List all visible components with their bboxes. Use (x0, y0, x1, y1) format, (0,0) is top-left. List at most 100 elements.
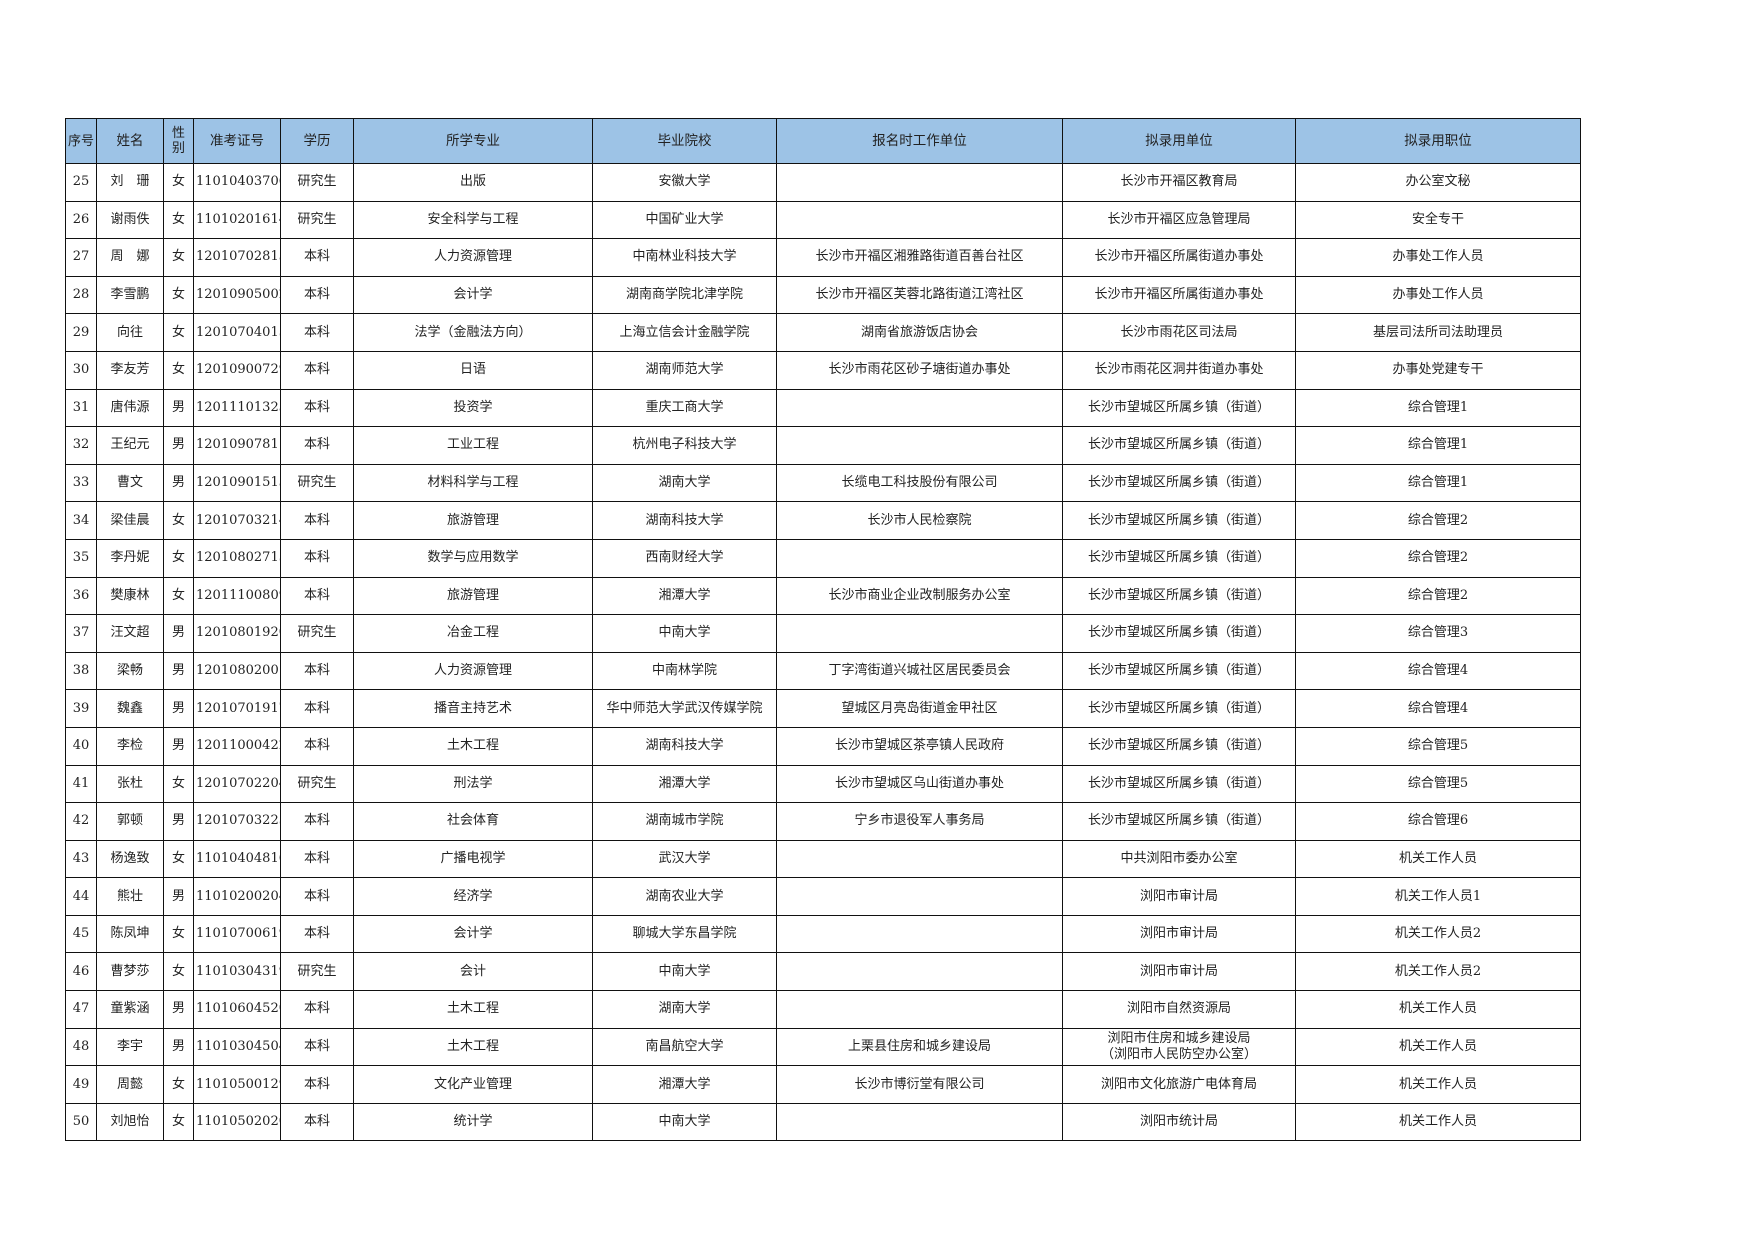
cell-education: 本科 (280, 914, 354, 954)
cell-name: 汪文超 (96, 614, 164, 653)
cell-school: 中国矿业大学 (592, 200, 777, 240)
cell-school: 湘潭大学 (592, 576, 777, 616)
cell-index: 27 (65, 238, 97, 277)
cell-index: 37 (65, 614, 97, 653)
cell-school: 上海立信会计金融学院 (592, 313, 777, 352)
cell-position: 综合管理2 (1295, 501, 1581, 540)
cell-index: 26 (65, 200, 97, 240)
cell-exam-id: 12010704015 (193, 313, 281, 352)
cell-education: 本科 (280, 726, 354, 766)
cell-education: 本科 (280, 1102, 354, 1142)
cell-name: 童紫涵 (96, 990, 164, 1029)
cell-name: 曹梦莎 (96, 952, 164, 992)
cell-index: 41 (65, 764, 97, 804)
cell-index: 38 (65, 651, 97, 691)
cell-previous-employer: 长缆电工科技股份有限公司 (776, 463, 1063, 503)
cell-index: 49 (65, 1065, 97, 1104)
cell-hiring-unit: 长沙市望城区所属乡镇（街道） (1062, 726, 1296, 766)
cell-name: 李检 (96, 726, 164, 766)
cell-major: 土木工程 (353, 1027, 593, 1067)
cell-education: 研究生 (280, 200, 354, 240)
cell-position: 机关工作人员2 (1295, 914, 1581, 954)
cell-position: 机关工作人员 (1295, 1027, 1581, 1067)
cell-exam-id: 12011100809 (193, 576, 281, 616)
cell-position: 办事处工作人员 (1295, 238, 1581, 277)
cell-gender: 女 (163, 501, 194, 540)
cell-gender: 女 (163, 313, 194, 352)
header-col-exam-id: 准考证号 (193, 118, 281, 164)
table-row: 32 王纪元男 12010907811 本科 工业工程 杭州电子科技大学 长沙市望城区所属乡… (65, 426, 1581, 465)
cell-previous-employer (776, 839, 1063, 879)
table-row: 49 周懿女 11010500129 本科 文化产业管理 湘潭大学 长沙市博衍堂有限公司 浏阳… (65, 1065, 1581, 1104)
cell-index: 47 (65, 990, 97, 1029)
cell-name: 张杜 (96, 764, 164, 804)
cell-school: 中南大学 (592, 1102, 777, 1142)
cell-exam-id: 12010801920 (193, 614, 281, 653)
cell-previous-employer (776, 952, 1063, 992)
cell-education: 本科 (280, 388, 354, 428)
cell-previous-employer: 长沙市望城区乌山街道办事处 (776, 764, 1063, 804)
header-col-school: 毕业院校 (592, 118, 777, 164)
cell-school: 武汉大学 (592, 839, 777, 879)
cell-school: 湖南城市学院 (592, 802, 777, 841)
cell-index: 45 (65, 914, 97, 954)
cell-index: 43 (65, 839, 97, 879)
cell-major: 会计学 (353, 275, 593, 315)
cell-major: 法学（金融法方向） (353, 313, 593, 352)
cell-major: 文化产业管理 (353, 1065, 593, 1104)
cell-gender: 女 (163, 839, 194, 879)
cell-school: 湖南商学院北津学院 (592, 275, 777, 315)
cell-major: 会计 (353, 952, 593, 992)
cell-school: 湖南科技大学 (592, 726, 777, 766)
cell-position: 综合管理2 (1295, 576, 1581, 616)
cell-name: 陈凤坤 (96, 914, 164, 954)
cell-index: 40 (65, 726, 97, 766)
cell-hiring-unit: 长沙市望城区所属乡镇（街道） (1062, 538, 1296, 578)
header-col-major: 所学专业 (353, 118, 593, 164)
cell-index: 36 (65, 576, 97, 616)
cell-major: 旅游管理 (353, 576, 593, 616)
cell-exam-id: 12010905002 (193, 275, 281, 315)
cell-exam-id: 12010703225 (193, 802, 281, 841)
cell-education: 本科 (280, 1027, 354, 1067)
header-col-previous-employer: 报名时工作单位 (776, 118, 1063, 164)
cell-major: 投资学 (353, 388, 593, 428)
cell-index: 34 (65, 501, 97, 540)
cell-hiring-unit: 长沙市望城区所属乡镇（街道） (1062, 802, 1296, 841)
cell-education: 研究生 (280, 614, 354, 653)
cell-gender: 男 (163, 990, 194, 1029)
cell-gender: 女 (163, 538, 194, 578)
cell-gender: 男 (163, 689, 194, 728)
cell-gender: 男 (163, 1027, 194, 1067)
cell-major: 数学与应用数学 (353, 538, 593, 578)
cell-gender: 男 (163, 463, 194, 503)
cell-hiring-unit: 长沙市开福区应急管理局 (1062, 200, 1296, 240)
table-row: 34 梁佳晨女 12010703214 本科 旅游管理 湖南科技大学 长沙市人民检察院 长沙市… (65, 501, 1581, 540)
cell-education: 本科 (280, 538, 354, 578)
cell-hiring-unit: 长沙市望城区所属乡镇（街道） (1062, 764, 1296, 804)
cell-gender: 女 (163, 952, 194, 992)
cell-education: 本科 (280, 275, 354, 315)
cell-index: 39 (65, 689, 97, 728)
cell-major: 冶金工程 (353, 614, 593, 653)
cell-index: 46 (65, 952, 97, 992)
cell-previous-employer: 长沙市雨花区砂子塘街道办事处 (776, 350, 1063, 390)
cell-major: 日语 (353, 350, 593, 390)
cell-education: 本科 (280, 839, 354, 879)
table-row: 26 谢雨佚女 11010201614 研究生 安全科学与工程 中国矿业大学 长沙市开福区应… (65, 200, 1581, 240)
cell-education: 本科 (280, 802, 354, 841)
cell-gender: 女 (163, 200, 194, 240)
cell-index: 25 (65, 163, 97, 202)
cell-index: 35 (65, 538, 97, 578)
cell-name: 周 娜 (96, 238, 164, 277)
cell-school: 湘潭大学 (592, 1065, 777, 1104)
table-row: 33 曹文男 12010901513 研究生 材料科学与工程 湖南大学 长缆电工科技股份有限… (65, 463, 1581, 503)
cell-exam-id: 12010702204 (193, 764, 281, 804)
cell-previous-employer (776, 200, 1063, 240)
cell-index: 31 (65, 388, 97, 428)
cell-hiring-unit: 长沙市望城区所属乡镇（街道） (1062, 576, 1296, 616)
cell-position: 综合管理1 (1295, 388, 1581, 428)
cell-hiring-unit: 长沙市开福区教育局 (1062, 163, 1296, 202)
cell-hiring-unit: 长沙市望城区所属乡镇（街道） (1062, 689, 1296, 728)
cell-exam-id: 11010404816 (193, 839, 281, 879)
